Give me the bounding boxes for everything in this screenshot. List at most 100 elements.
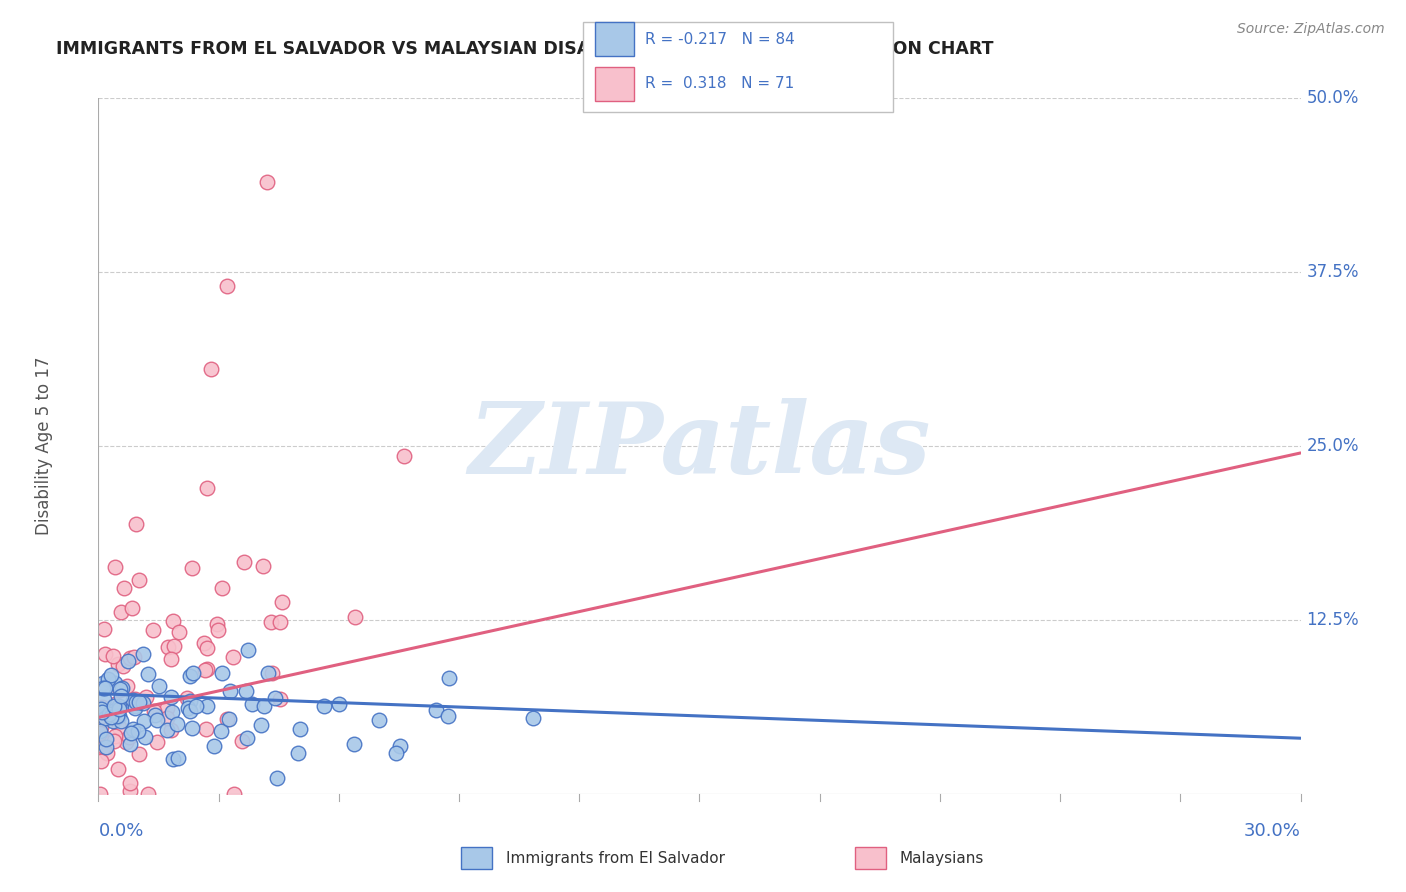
Point: [89, 723, 111, 738]
Point: [124, 701, 146, 715]
Point: [194, 663, 217, 677]
Point: [159, 690, 181, 704]
Point: [215, 279, 238, 293]
Point: [271, 594, 294, 608]
Point: [425, 702, 447, 716]
Point: [236, 643, 259, 657]
Point: [195, 640, 218, 655]
Point: [343, 737, 366, 751]
Point: [253, 698, 276, 713]
Text: Immigrants from El Salvador: Immigrants from El Salvador: [506, 851, 725, 865]
Point: [156, 640, 179, 654]
Point: [160, 705, 183, 719]
Point: [125, 695, 148, 709]
Point: [207, 624, 229, 638]
Point: [89, 701, 111, 715]
Point: [224, 787, 246, 801]
Point: [437, 708, 460, 723]
Point: [218, 712, 240, 726]
Point: [90, 705, 112, 719]
Point: [143, 704, 166, 718]
Point: [134, 730, 156, 744]
Point: [222, 650, 245, 665]
Point: [128, 573, 150, 587]
Point: [181, 560, 204, 574]
Point: [121, 601, 143, 615]
Point: [107, 698, 129, 713]
Point: [193, 636, 215, 650]
Point: [104, 559, 127, 574]
Point: [156, 701, 179, 715]
Point: [195, 722, 218, 736]
Point: [89, 710, 111, 724]
Point: [107, 657, 129, 671]
Point: [160, 723, 183, 737]
Point: [122, 722, 145, 736]
Point: [202, 739, 225, 754]
Point: [94, 681, 117, 696]
Point: [181, 666, 204, 681]
Point: [344, 609, 367, 624]
Text: Disability Age 5 to 17: Disability Age 5 to 17: [35, 357, 53, 535]
Point: [522, 711, 544, 725]
Point: [197, 481, 219, 495]
Point: [103, 697, 125, 711]
Point: [166, 751, 188, 765]
Point: [128, 747, 150, 761]
Point: [100, 709, 122, 723]
Point: [207, 617, 229, 632]
Point: [104, 676, 127, 690]
Point: [264, 690, 287, 705]
Point: [179, 694, 201, 708]
Text: 50.0%: 50.0%: [1306, 89, 1360, 107]
Point: [94, 647, 117, 661]
Point: [179, 669, 201, 683]
Point: [104, 729, 127, 743]
Point: [269, 615, 291, 629]
Point: [96, 739, 118, 754]
Point: [328, 697, 350, 711]
Point: [235, 731, 257, 746]
Point: [142, 623, 165, 637]
Point: [118, 651, 141, 665]
Point: [110, 690, 132, 704]
Point: [124, 691, 146, 706]
Point: [200, 362, 222, 376]
Point: [167, 625, 190, 640]
Point: [103, 734, 125, 748]
Point: [104, 703, 127, 717]
Point: [162, 752, 184, 766]
Text: ZIPatlas: ZIPatlas: [468, 398, 931, 494]
Point: [131, 647, 153, 661]
Point: [368, 713, 391, 727]
Point: [124, 516, 146, 531]
Point: [96, 746, 118, 760]
Point: [115, 735, 138, 749]
Point: [215, 712, 238, 726]
Point: [97, 672, 120, 686]
Point: [117, 654, 139, 668]
Point: [111, 658, 134, 673]
Point: [156, 723, 179, 737]
Text: R = -0.217   N = 84: R = -0.217 N = 84: [645, 32, 796, 46]
Text: Source: ZipAtlas.com: Source: ZipAtlas.com: [1237, 22, 1385, 37]
Text: 25.0%: 25.0%: [1306, 437, 1360, 455]
Point: [260, 666, 283, 681]
Point: [162, 614, 184, 628]
Point: [269, 692, 291, 706]
Point: [122, 692, 145, 706]
Point: [94, 731, 117, 746]
Point: [120, 737, 142, 751]
Point: [97, 706, 120, 721]
Point: [160, 652, 183, 666]
Point: [110, 605, 132, 619]
Point: [179, 704, 201, 718]
Point: [103, 698, 125, 713]
Point: [124, 699, 146, 714]
Point: [105, 709, 128, 723]
Point: [235, 684, 257, 698]
Point: [288, 723, 311, 737]
Point: [110, 682, 132, 697]
Point: [120, 776, 142, 790]
Point: [181, 721, 204, 735]
